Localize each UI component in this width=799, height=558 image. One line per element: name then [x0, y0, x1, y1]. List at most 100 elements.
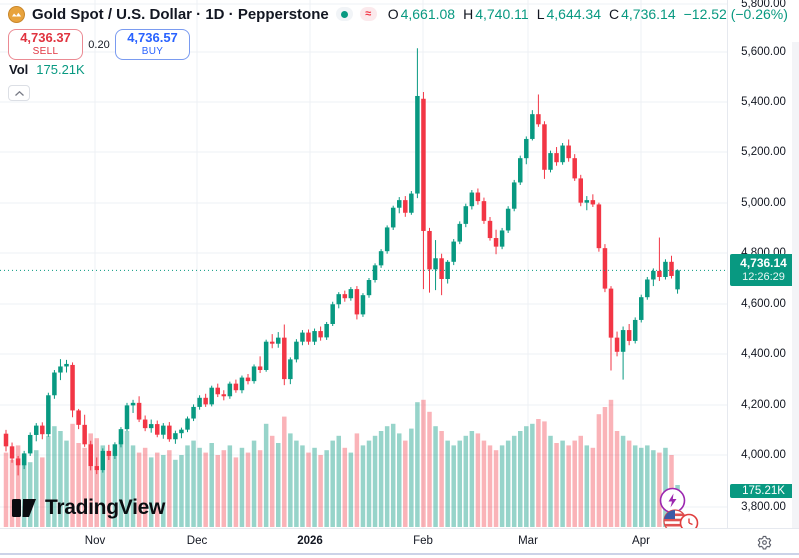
- volume-bar: [70, 423, 75, 527]
- volume-bar: [215, 455, 220, 527]
- volume-bar: [88, 433, 93, 527]
- axis-settings-gear-icon[interactable]: [756, 534, 773, 551]
- volume-bar: [548, 435, 553, 527]
- price-tick-label: 4,200.00: [741, 399, 786, 411]
- candle-body: [173, 433, 178, 440]
- sell-label: SELL: [32, 45, 59, 57]
- market-status-pill[interactable]: [335, 7, 353, 21]
- market-status-flag-clock-icon[interactable]: [663, 508, 699, 535]
- candle-body: [439, 258, 444, 279]
- volume-bar: [15, 445, 21, 527]
- chart-plot-area[interactable]: TradingView: [0, 0, 727, 533]
- candle-body: [524, 138, 529, 159]
- candle-body: [52, 372, 57, 396]
- volume-bar: [626, 440, 632, 527]
- candle-body: [421, 98, 426, 231]
- candle-body: [493, 238, 499, 247]
- candle-body: [324, 323, 329, 338]
- candlestick-chart[interactable]: [0, 0, 727, 528]
- candle-body: [596, 204, 602, 249]
- buy-price: 4,736.57: [127, 29, 178, 45]
- open-value: 4,661.08: [400, 6, 456, 22]
- volume-indicator-row[interactable]: Vol 175.21K: [9, 62, 85, 77]
- volume-bar: [269, 435, 275, 527]
- candle-body: [112, 444, 118, 456]
- time-axis-label: 2026: [297, 535, 323, 547]
- candle-body: [3, 433, 9, 447]
- candle-body: [584, 200, 590, 203]
- current-volume-badge: 175.21K: [730, 484, 797, 498]
- candle-body: [142, 419, 148, 429]
- candle-body: [675, 270, 680, 290]
- buy-button[interactable]: 4,736.57 BUY: [115, 29, 190, 60]
- candle-body: [481, 201, 487, 221]
- price-tick-label: 3,800.00: [741, 501, 786, 513]
- volume-bar: [602, 407, 608, 527]
- candle-body: [269, 341, 275, 344]
- candle-body: [191, 406, 196, 419]
- candle-body: [378, 251, 384, 266]
- volume-bar: [360, 445, 366, 527]
- time-axis-label: Apr: [632, 535, 650, 547]
- volume-bar: [245, 452, 251, 527]
- candle-body: [548, 153, 553, 170]
- volume-bar: [161, 455, 166, 527]
- time-axis-label: Feb: [413, 535, 433, 547]
- symbol-title[interactable]: Gold Spot / U.S. Dollar · 1D · Peppersto…: [32, 5, 329, 23]
- candle-body: [397, 200, 402, 208]
- candle-body: [185, 418, 190, 430]
- volume-bar: [239, 447, 245, 527]
- volume-bar: [366, 440, 372, 527]
- volume-bar: [505, 440, 511, 527]
- symbol-legend-row[interactable]: Gold Spot / U.S. Dollar · 1D · Peppersto…: [8, 4, 788, 24]
- volume-bar: [221, 450, 227, 527]
- candle-body: [15, 458, 21, 466]
- volume-bar: [130, 445, 136, 527]
- candle-body: [560, 145, 565, 163]
- volume-bar: [155, 452, 160, 527]
- candle-body: [384, 227, 390, 252]
- volume-bar: [3, 452, 9, 527]
- candle-body: [227, 383, 233, 397]
- candle-body: [94, 466, 99, 471]
- volume-bar: [554, 443, 559, 527]
- volume-bar: [342, 447, 348, 527]
- volume-bar: [263, 423, 269, 527]
- candle-body: [40, 425, 45, 435]
- candle-body: [409, 193, 414, 213]
- volume-bar: [257, 450, 263, 527]
- candle-body: [639, 297, 644, 320]
- candle-body: [239, 377, 245, 391]
- volume-bar: [608, 399, 614, 527]
- quick-order-panel: 4,736.37 SELL 0.20 4,736.57 BUY: [8, 29, 190, 60]
- candle-body: [390, 207, 396, 228]
- volume-bar: [118, 440, 124, 527]
- tradingview-logo-icon: [12, 499, 36, 517]
- scroll-strip[interactable]: [792, 42, 799, 528]
- price-axis[interactable]: 5,800.00 5,600.00 5,400.00 5,200.00 5,000.00…: [727, 0, 799, 528]
- volume-bar: [227, 445, 233, 527]
- candle-body: [34, 425, 39, 435]
- volume-bar: [384, 426, 390, 527]
- candle-body: [511, 182, 517, 209]
- volume-bar: [566, 445, 571, 527]
- sell-button[interactable]: 4,736.37 SELL: [8, 29, 83, 60]
- delayed-data-icon[interactable]: ≈: [359, 7, 377, 21]
- candle-body: [76, 410, 81, 425]
- volume-bar: [148, 457, 154, 527]
- volume-bar: [511, 435, 517, 527]
- low-label: L: [536, 6, 545, 22]
- candle-body: [632, 319, 638, 341]
- volume-bar: [445, 440, 450, 527]
- watermark-text: TradingView: [45, 496, 166, 519]
- volume-bar: [584, 445, 590, 527]
- collapse-legend-button[interactable]: [8, 85, 30, 101]
- candle-body: [179, 429, 184, 434]
- volume-bar: [403, 440, 408, 527]
- volume-bar: [348, 452, 354, 527]
- candle-body: [118, 429, 124, 445]
- candle-body: [276, 337, 281, 344]
- candle-body: [106, 450, 112, 456]
- high-label: H: [463, 6, 474, 22]
